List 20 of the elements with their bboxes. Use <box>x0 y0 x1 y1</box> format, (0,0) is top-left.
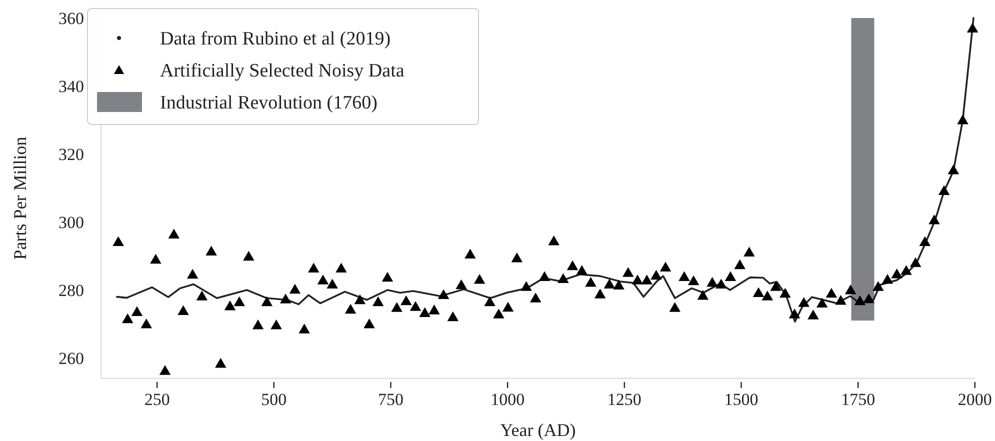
x-tick-label: 2000 <box>958 390 992 409</box>
y-tick-label: 320 <box>58 144 84 164</box>
x-tick-label: 1750 <box>841 390 876 409</box>
legend-label: Data from Rubino et al (2019) <box>160 28 391 50</box>
y-tick-label: 300 <box>58 212 84 232</box>
y-tick-label: 340 <box>58 76 84 96</box>
x-tick-label: 750 <box>378 390 404 409</box>
y-tick-label: 360 <box>58 8 84 28</box>
legend-label: Artificially Selected Noisy Data <box>160 60 405 82</box>
x-tick-label: 1250 <box>607 390 642 409</box>
x-axis-title: Year (AD) <box>500 420 576 440</box>
legend-label: Industrial Revolution (1760) <box>160 92 378 114</box>
y-tick-label: 260 <box>58 348 84 368</box>
x-tick-label: 1500 <box>724 390 758 409</box>
y-axis-title: Parts Per Million <box>10 136 30 260</box>
x-tick-label: 250 <box>144 390 170 409</box>
line-series <box>116 17 974 323</box>
x-tick-label: 500 <box>261 390 287 409</box>
y-tick-label: 280 <box>58 280 84 300</box>
x-tick-label: 1000 <box>490 390 525 409</box>
